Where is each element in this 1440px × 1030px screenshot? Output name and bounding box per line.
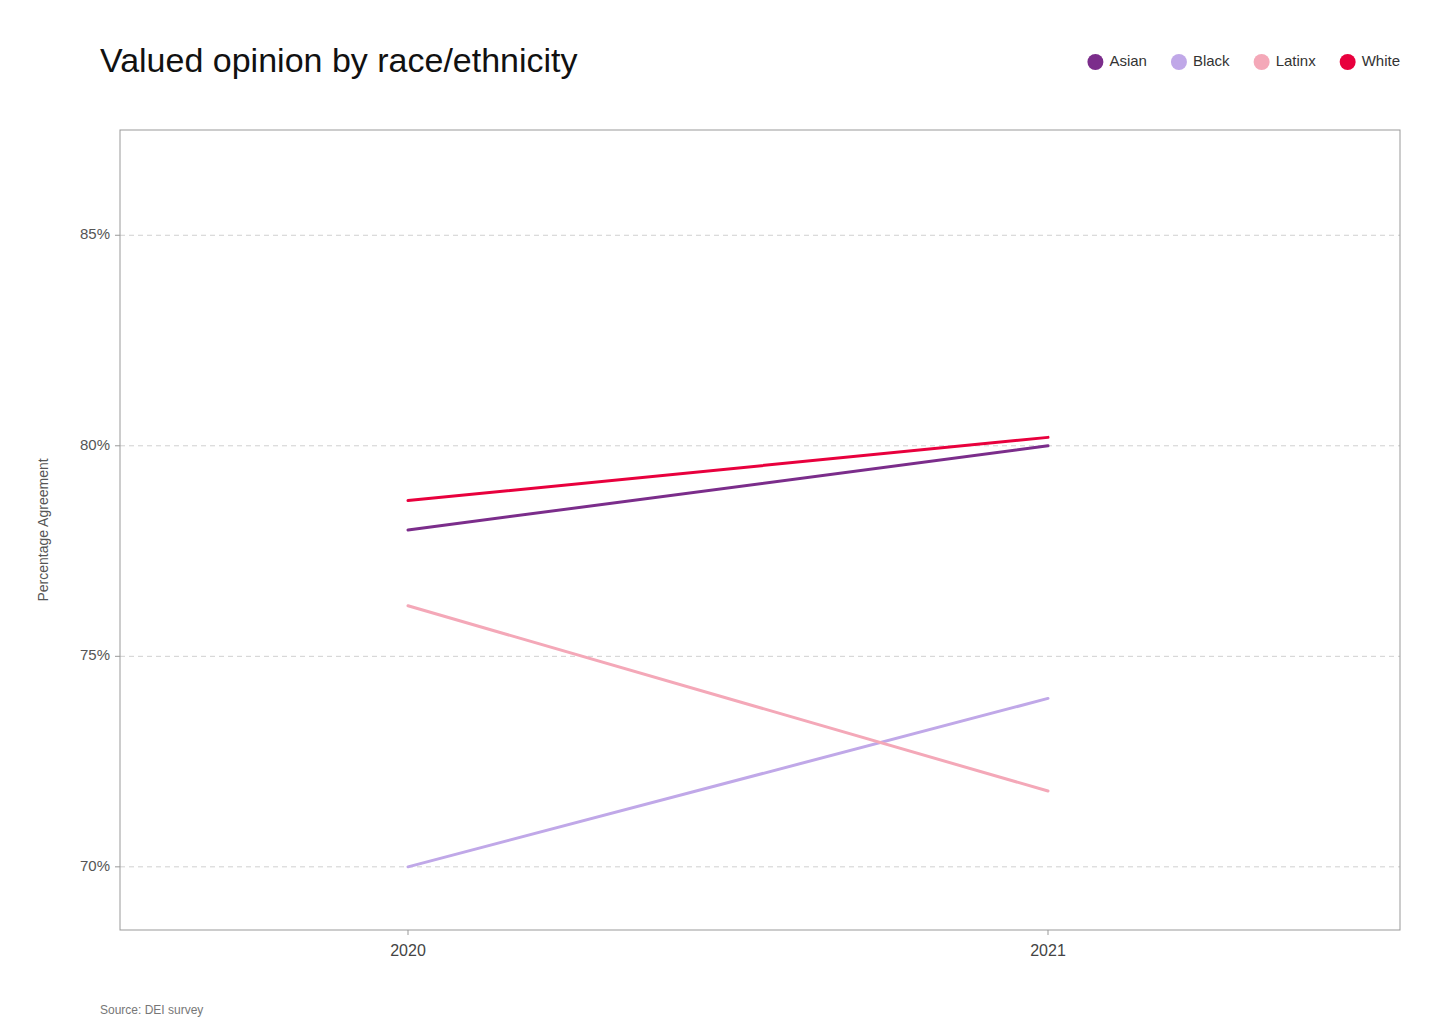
x-tick-label: 2021 xyxy=(1030,942,1066,959)
plot-frame xyxy=(120,130,1400,930)
legend-item: White xyxy=(1340,52,1400,70)
x-axis: 2020 2021 xyxy=(390,930,1066,959)
legend: Asian Black Latinx White xyxy=(1087,52,1400,70)
legend-marker xyxy=(1340,54,1356,70)
series-line xyxy=(408,606,1048,791)
source: Source: DEI survey xyxy=(100,1003,203,1017)
series-line xyxy=(408,698,1048,866)
background xyxy=(0,0,1440,1030)
grid-line xyxy=(120,235,1400,236)
series-line xyxy=(408,437,1048,500)
y-tick-label: 80% xyxy=(80,436,110,453)
y-tick-label: 85% xyxy=(80,225,110,242)
grid-line xyxy=(120,866,1400,867)
y-tick-label: 70% xyxy=(80,857,110,874)
chart: 70% 75% 80% 85% 2020 2021 Percentage Agreement… xyxy=(0,0,1440,1030)
lines xyxy=(408,437,1048,866)
title: Valued opinion by race/ethnicity xyxy=(100,41,578,79)
y-axis: 70% 75% 80% 85% xyxy=(80,225,120,874)
legend-item: Black xyxy=(1171,52,1230,70)
legend-item: Latinx xyxy=(1254,52,1317,70)
legend-marker xyxy=(1254,54,1270,70)
series-line xyxy=(408,446,1048,530)
grid-line xyxy=(120,445,1400,446)
y-tick xyxy=(115,445,120,446)
y-tick-label: 75% xyxy=(80,646,110,663)
y-tick xyxy=(115,656,120,657)
x-tick xyxy=(1048,930,1049,935)
legend-label: Black xyxy=(1193,52,1230,69)
legend-label: Asian xyxy=(1109,52,1147,69)
grid-line xyxy=(120,656,1400,657)
grid xyxy=(120,235,1400,867)
legend-marker xyxy=(1087,54,1103,70)
x-tick-label: 2020 xyxy=(390,942,426,959)
legend-label: White xyxy=(1362,52,1400,69)
y-tick xyxy=(115,866,120,867)
legend-item: Asian xyxy=(1087,52,1147,70)
x-tick xyxy=(408,930,409,935)
y-axis-label: Percentage Agreement xyxy=(35,458,51,601)
legend-marker xyxy=(1171,54,1187,70)
legend-label: Latinx xyxy=(1276,52,1317,69)
y-tick xyxy=(115,235,120,236)
